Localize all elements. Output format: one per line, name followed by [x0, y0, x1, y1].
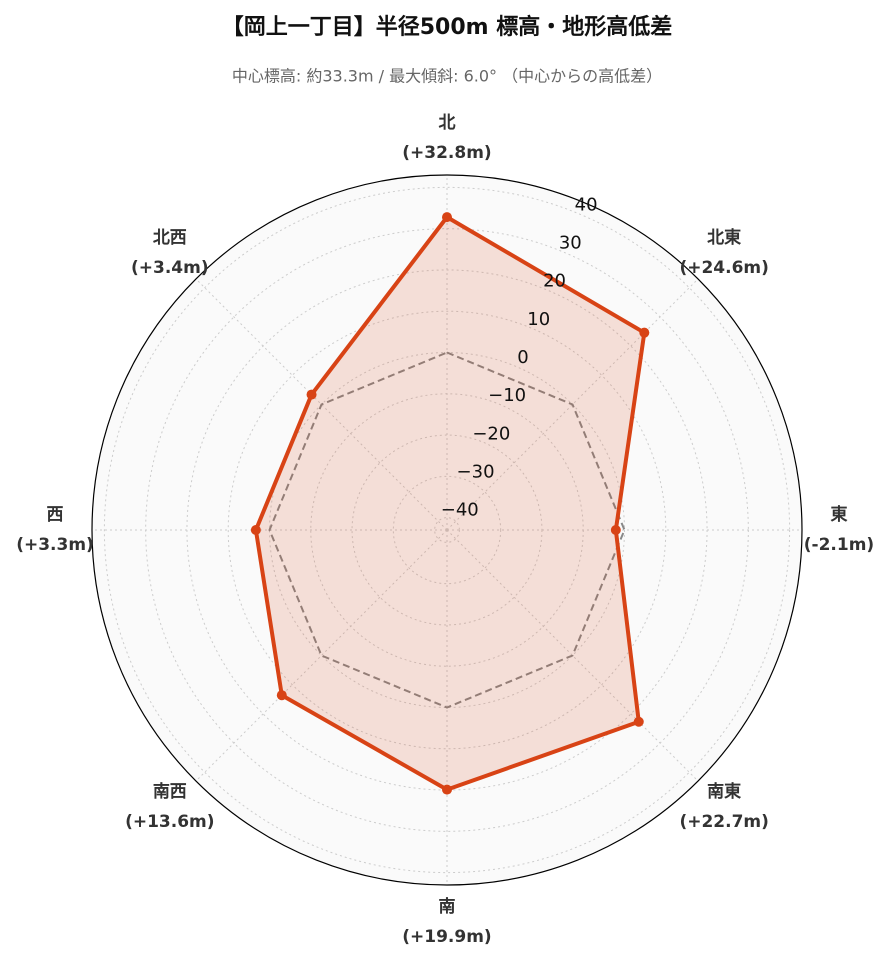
category-label: 北西 [153, 228, 187, 248]
grid-circle [351, 434, 543, 626]
spoke [446, 529, 699, 782]
category-label: 南東 [707, 781, 741, 802]
data-point [610, 525, 621, 535]
r-tick-label: 40 [575, 194, 598, 215]
data-point [442, 212, 452, 223]
value-label: (+3.3m) [16, 535, 94, 555]
r-tick-label: −10 [488, 385, 526, 406]
data-point [276, 690, 287, 701]
grid-circle [392, 475, 502, 585]
category-label: 南 [439, 896, 456, 917]
r-tick-label: 0 [517, 347, 528, 368]
value-label: (+24.6m) [679, 258, 768, 278]
r-tick-label: −40 [441, 500, 479, 521]
r-tick-label: 20 [543, 271, 566, 292]
data-point [250, 525, 261, 535]
reference-line [268, 351, 626, 709]
category-label: 西 [47, 505, 64, 525]
value-label: (+3.4m) [131, 258, 209, 278]
outer-ring [91, 174, 803, 886]
data-point [306, 389, 317, 400]
r-tick-label: 30 [559, 233, 582, 254]
spoke [195, 529, 448, 782]
grid-circle [103, 186, 791, 874]
data-point [633, 716, 644, 727]
category-label: 南西 [153, 781, 187, 802]
value-label: (+32.8m) [402, 143, 491, 163]
value-label: (+19.9m) [402, 927, 491, 947]
grid-circle [434, 517, 460, 543]
category-label: 東 [831, 504, 848, 525]
data-point [442, 784, 452, 795]
spoke [446, 278, 699, 531]
r-tick-label: −20 [472, 423, 510, 444]
r-tick-label: −30 [457, 461, 495, 482]
value-label: (+22.7m) [679, 812, 768, 832]
spoke [195, 278, 448, 531]
category-label: 北 [439, 113, 456, 133]
value-label: (+13.6m) [125, 812, 214, 832]
value-label: (-2.1m) [804, 535, 874, 555]
category-label: 北東 [707, 227, 741, 248]
grid-circle [227, 310, 667, 750]
r-tick-label: 10 [527, 309, 550, 330]
chart-subtitle: 中心標高: 約33.3m / 最大傾斜: 6.0° （中心からの高低差） [232, 67, 662, 86]
chart-title: 【岡上一丁目】半径500m 標高・地形高低差 [222, 14, 673, 40]
data-point [639, 327, 650, 338]
